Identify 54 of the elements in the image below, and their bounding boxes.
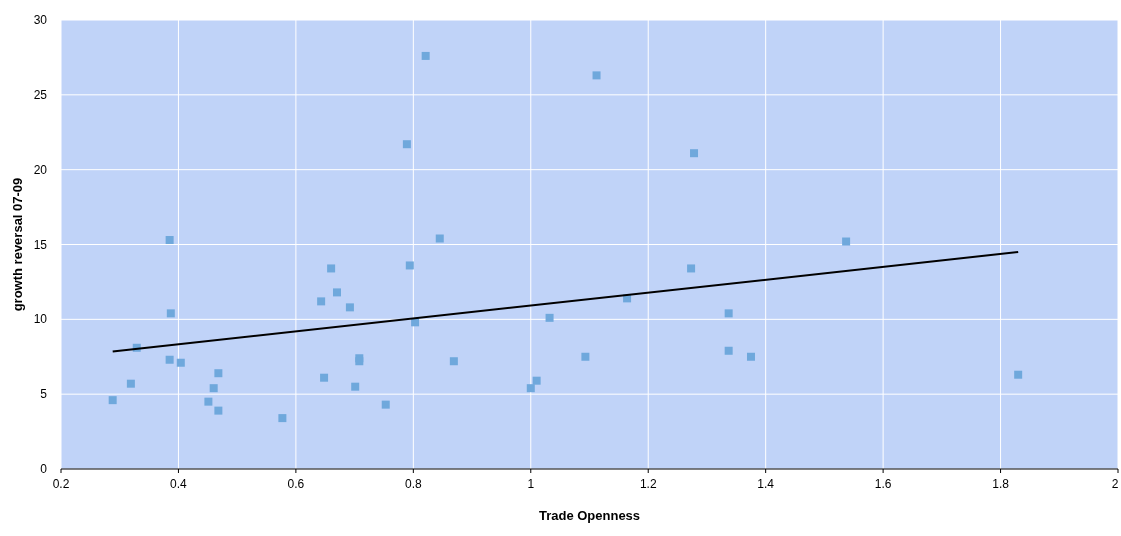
- point: [166, 309, 175, 318]
- point: [317, 297, 326, 306]
- point: [724, 309, 733, 318]
- x-tick-label: 1.8: [992, 477, 1010, 491]
- point: [526, 384, 535, 393]
- point: [545, 313, 554, 322]
- point: [381, 400, 390, 409]
- point: [278, 414, 287, 423]
- point: [165, 355, 174, 364]
- point: [435, 234, 444, 243]
- x-tick-label: 2: [1111, 477, 1119, 491]
- y-tick-label: 15: [33, 237, 48, 252]
- x-tick-label: 0.2: [52, 477, 70, 491]
- point: [332, 288, 341, 297]
- x-tick-label: 0.6: [287, 477, 305, 491]
- x-tick-label: 1: [527, 477, 535, 491]
- point: [1014, 370, 1023, 379]
- point: [108, 396, 117, 405]
- x-tick-label: 1.6: [874, 477, 892, 491]
- x-tick-label: 0.4: [170, 477, 188, 491]
- y-tick-label: 10: [33, 312, 48, 327]
- point: [421, 51, 430, 60]
- x-tick-label: 1.4: [757, 477, 775, 491]
- y-tick-label: 25: [33, 87, 48, 102]
- x-axis-title: Trade Openness: [538, 508, 641, 523]
- point: [214, 369, 223, 378]
- y-tick-label: 5: [40, 387, 48, 402]
- point: [581, 352, 590, 361]
- y-tick-label: 0: [40, 462, 48, 476]
- point: [592, 71, 601, 80]
- y-tick-label: 30: [33, 13, 48, 27]
- point: [320, 373, 329, 382]
- point: [402, 140, 411, 149]
- y-axis-title: growth reversal 07-09: [10, 177, 25, 312]
- point: [204, 397, 213, 406]
- point: [532, 376, 541, 385]
- point: [687, 264, 696, 273]
- point: [214, 406, 223, 415]
- point: [345, 303, 354, 312]
- x-tick-label: 0.8: [404, 477, 422, 491]
- point: [351, 382, 360, 391]
- point: [176, 358, 185, 367]
- point: [690, 149, 699, 158]
- y-tick-label: 20: [33, 162, 48, 177]
- point: [449, 357, 458, 366]
- point: [327, 264, 336, 273]
- point: [126, 379, 135, 388]
- x-tick-label: 1.2: [639, 477, 657, 491]
- point: [842, 237, 851, 246]
- point: [209, 384, 218, 393]
- point: [746, 352, 755, 361]
- point: [724, 346, 733, 355]
- point: [405, 261, 414, 270]
- point: [165, 236, 174, 245]
